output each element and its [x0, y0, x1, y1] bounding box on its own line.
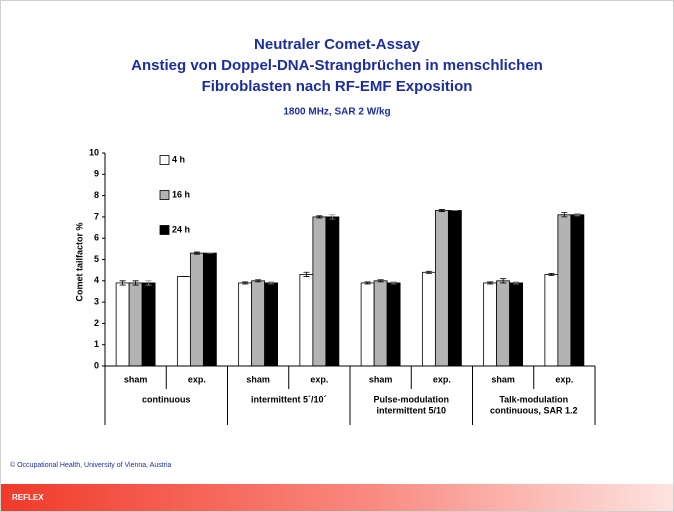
error-bar [132, 280, 139, 286]
error-bar [242, 281, 249, 285]
bar [202, 252, 217, 367]
error-bar [145, 280, 152, 286]
title-line: Anstieg von Doppel-DNA-Strangbrüchen in … [131, 57, 543, 74]
y-tick-label: 5 [94, 254, 99, 264]
group-label: Talk-modulation [499, 394, 568, 404]
x-tick-label: exp. [555, 374, 573, 384]
subtitle: 1800 MHz, SAR 2 W/kg [283, 107, 390, 118]
legend-swatch [159, 155, 170, 165]
error-bar [255, 279, 262, 283]
banner-text: REFLEX [12, 493, 44, 502]
y-tick-label: 0 [94, 360, 99, 370]
error-bar [438, 209, 445, 212]
bar [447, 210, 462, 367]
bar [238, 282, 253, 367]
x-tick-label: exp. [433, 374, 451, 384]
footer: © Occupational Health, University of Vie… [10, 461, 172, 469]
group-label: continuous [142, 394, 191, 404]
y-tick-label: 8 [94, 190, 99, 200]
legend-swatch [159, 225, 170, 235]
bar [251, 280, 266, 367]
error-bar [364, 281, 371, 285]
y-tick-label: 10 [89, 147, 99, 157]
y-tick-label: 2 [94, 318, 99, 328]
bar [496, 280, 511, 367]
error-bar [487, 281, 494, 285]
x-tick-label: exp. [310, 374, 328, 384]
y-tick-label: 9 [94, 169, 99, 179]
bar [434, 210, 449, 367]
bar [421, 271, 436, 367]
bar [115, 282, 130, 367]
error-bar [268, 281, 275, 285]
x-tick-label: exp. [188, 374, 206, 384]
legend-swatch [159, 190, 170, 200]
bar [128, 282, 143, 367]
bar [557, 214, 572, 367]
x-tick-label: sham [124, 374, 148, 384]
bar [509, 282, 524, 367]
error-bar [316, 215, 323, 219]
bar [544, 274, 559, 367]
error-bar [119, 280, 126, 286]
error-bar [193, 251, 200, 255]
x-tick-label: sham [369, 374, 393, 384]
x-tick-label: sham [491, 374, 515, 384]
error-bar [500, 278, 507, 284]
group-label: Pulse-modulation [373, 394, 449, 404]
error-bar [303, 271, 310, 277]
error-bar [548, 272, 555, 276]
error-bar [561, 212, 568, 218]
error-bar [329, 214, 336, 220]
group-label: continuous, SAR 1.2 [490, 405, 578, 415]
error-bar [425, 270, 432, 274]
bar [264, 282, 279, 367]
bar [176, 276, 191, 367]
y-tick-label: 3 [94, 296, 99, 306]
title-line: Fibroblasten nach RF-EMF Exposition [202, 78, 473, 95]
error-bar [513, 281, 520, 285]
y-tick-label: 4 [94, 275, 99, 285]
y-tick-label: 7 [94, 211, 99, 221]
y-tick-label: 1 [94, 339, 99, 349]
y-axis-label: Comet tailfactor % [74, 222, 84, 301]
bar [325, 216, 340, 367]
group-label: intermittent 5´/10´ [251, 394, 327, 404]
legend-label: 4 h [172, 154, 185, 164]
bar [312, 216, 327, 367]
banner [1, 484, 673, 511]
legend-label: 24 h [172, 224, 190, 234]
error-bar [574, 213, 581, 217]
bar [141, 282, 156, 367]
bar [373, 280, 388, 367]
error-bar [377, 279, 384, 283]
group-label: intermittent 5/10 [376, 405, 446, 415]
legend-label: 16 h [172, 189, 190, 199]
x-tick-label: sham [246, 374, 270, 384]
bar [189, 252, 204, 367]
bar [570, 214, 585, 367]
bar [386, 282, 401, 367]
bar [299, 274, 314, 367]
y-tick-label: 6 [94, 233, 99, 243]
title-line: Neutraler Comet-Assay [254, 36, 421, 53]
bar [483, 282, 498, 367]
error-bar [390, 281, 397, 285]
bar [360, 282, 375, 367]
